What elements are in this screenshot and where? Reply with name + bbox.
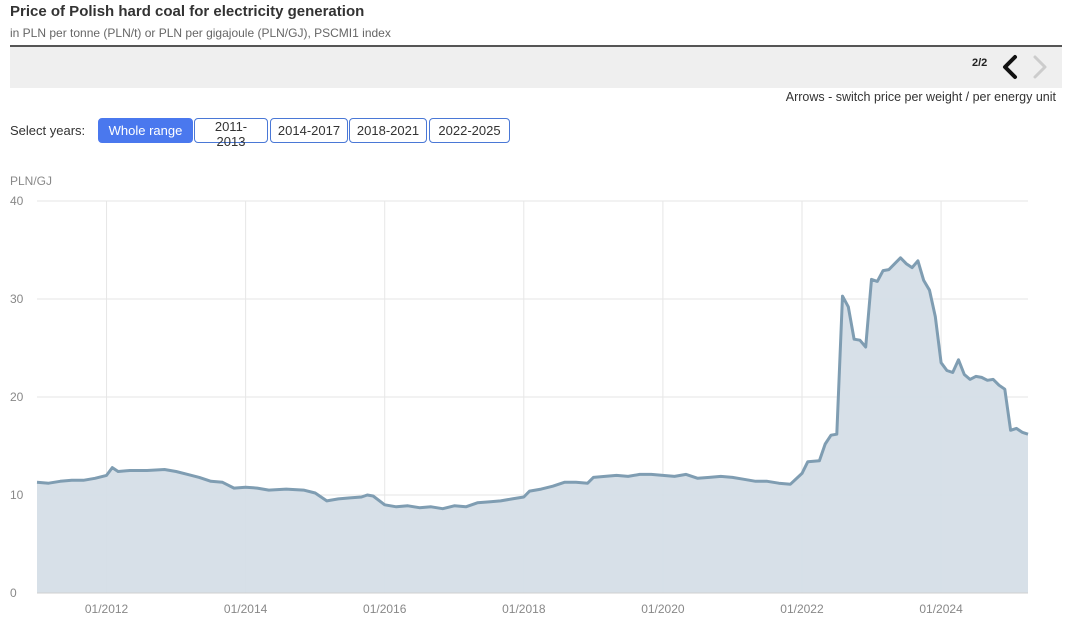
chart-subtitle: in PLN per tonne (PLN/t) or PLN per giga… [10, 26, 391, 40]
x-tick-label: 01/2014 [224, 602, 268, 616]
chevron-left-icon[interactable] [998, 53, 1024, 81]
range-button-2014-2017[interactable]: 2014-2017 [270, 118, 348, 143]
range-button-2022-2025[interactable]: 2022-2025 [429, 118, 510, 143]
y-tick-label: 20 [10, 390, 24, 404]
price-chart: 0 10 20 30 40 01/2012 01/2014 01/2016 01/2018 01/… [10, 194, 1029, 616]
range-button-whole[interactable]: Whole range [98, 118, 193, 143]
switch-hint: Arrows - switch price per weight / per e… [785, 90, 1056, 104]
x-tick-label: 01/2024 [919, 602, 963, 616]
page-indicator: 2/2 [972, 57, 988, 69]
y-axis-unit: PLN/GJ [10, 174, 53, 188]
y-tick-label: 30 [10, 292, 24, 306]
x-tick-label: 01/2018 [502, 602, 546, 616]
y-tick-label: 0 [10, 586, 17, 600]
range-button-2011-2013[interactable]: 2011-2013 [194, 118, 268, 149]
chart-title: Price of Polish hard coal for electricit… [10, 3, 365, 20]
controls-band [10, 47, 1062, 88]
x-tick-label: 01/2020 [641, 602, 685, 616]
year-select-label: Select years: [10, 123, 86, 138]
x-tick-label: 01/2012 [85, 602, 129, 616]
series-area [37, 257, 1028, 593]
chevron-right-icon [1026, 53, 1052, 81]
y-tick-label: 10 [10, 488, 24, 502]
x-tick-label: 01/2016 [363, 602, 407, 616]
header-divider [10, 45, 1062, 47]
y-tick-label: 40 [10, 194, 24, 208]
range-button-2018-2021[interactable]: 2018-2021 [349, 118, 427, 143]
series-line [36, 256, 1029, 511]
x-tick-label: 01/2022 [780, 602, 824, 616]
